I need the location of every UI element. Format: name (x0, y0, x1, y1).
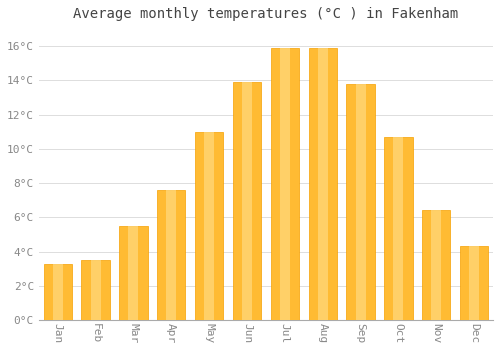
Bar (469, 246, 479, 320)
Bar (157, 190, 186, 320)
Bar (242, 82, 252, 320)
Bar (432, 210, 441, 320)
Bar (233, 82, 261, 320)
Bar (82, 260, 110, 320)
Bar (318, 48, 328, 320)
Title: Average monthly temperatures (°C ) in Fakenham: Average monthly temperatures (°C ) in Fa… (74, 7, 458, 21)
Bar (422, 210, 450, 320)
Bar (195, 132, 224, 320)
Bar (394, 137, 404, 320)
Bar (204, 132, 214, 320)
Bar (53, 264, 62, 320)
Bar (356, 84, 366, 320)
Bar (44, 264, 72, 320)
Bar (128, 226, 138, 320)
Bar (384, 137, 412, 320)
Bar (346, 84, 375, 320)
Bar (90, 260, 101, 320)
Bar (166, 190, 176, 320)
Bar (270, 48, 299, 320)
Bar (119, 226, 148, 320)
Bar (308, 48, 337, 320)
Bar (280, 48, 290, 320)
Bar (460, 246, 488, 320)
